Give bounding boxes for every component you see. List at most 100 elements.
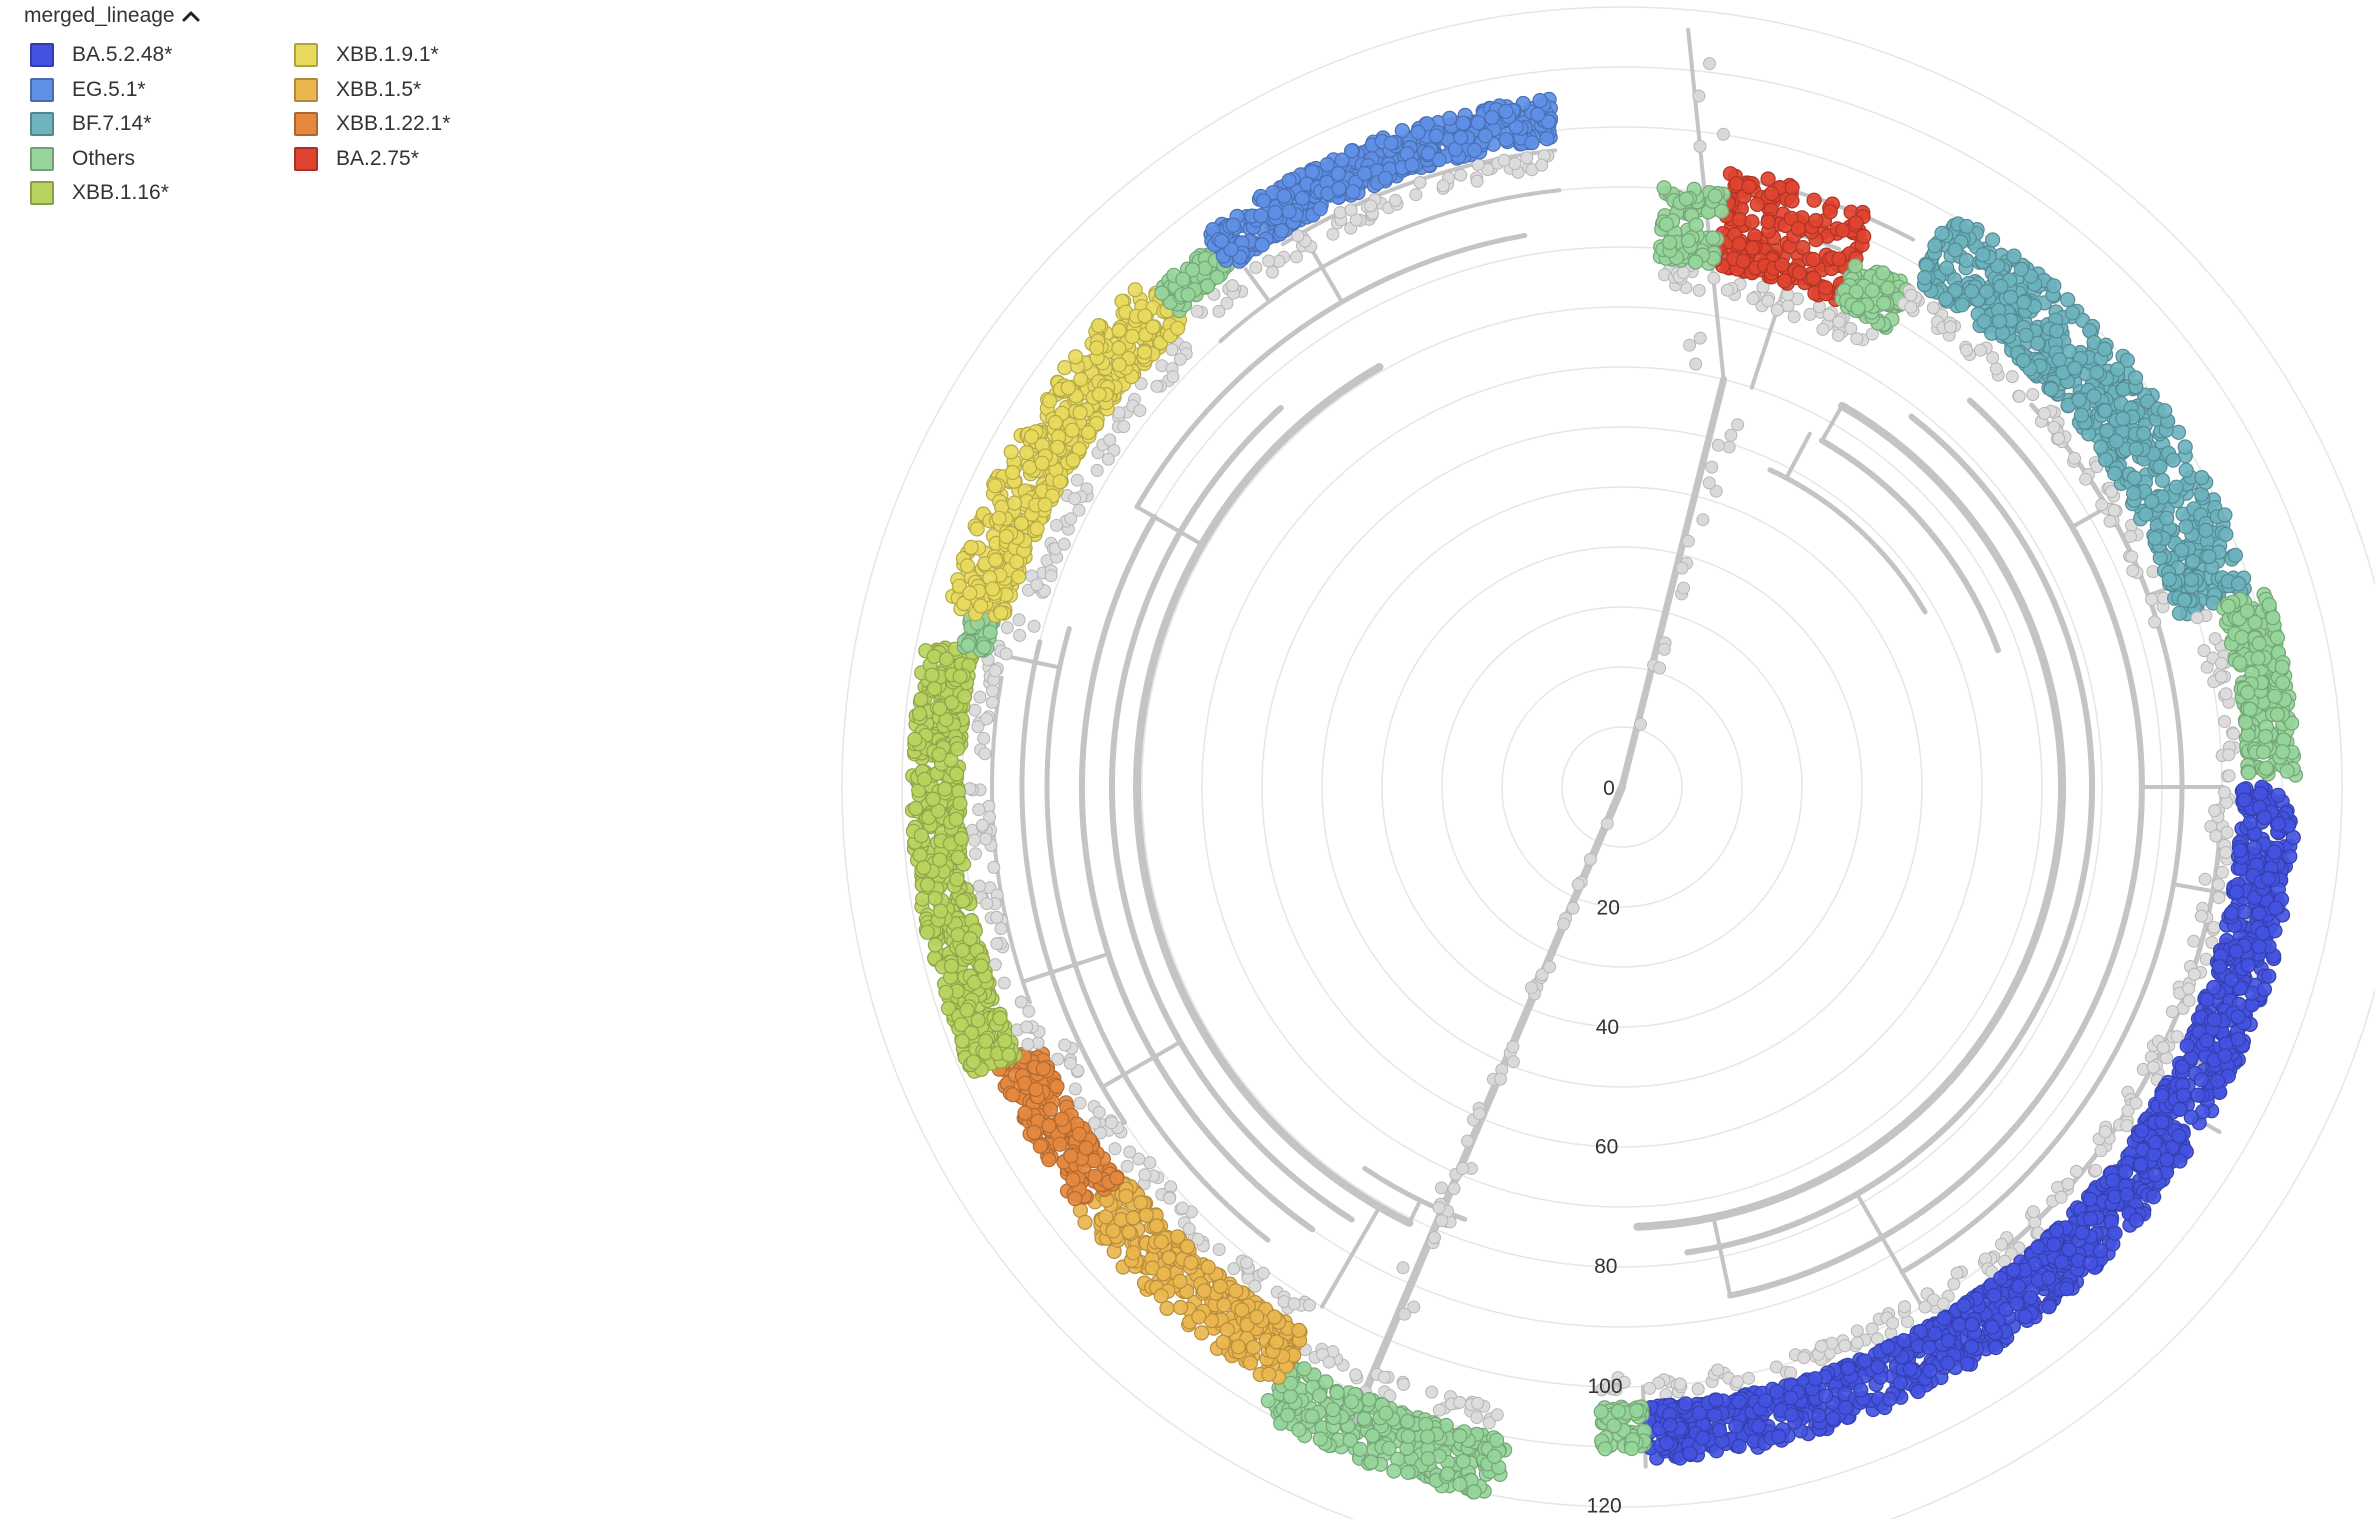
leaf-node xyxy=(1400,1428,1416,1445)
leaf-node xyxy=(1049,439,1066,455)
leaf-node xyxy=(926,680,943,697)
leaf-node xyxy=(1477,128,1493,144)
internal-node xyxy=(1886,1316,1900,1330)
leaf-node xyxy=(1153,1288,1169,1304)
legend-item[interactable]: XBB.1.9.1* xyxy=(294,38,450,73)
chevron-up-icon[interactable] xyxy=(181,8,201,24)
legend-item[interactable]: EG.5.1* xyxy=(30,73,172,108)
legend-label: XBB.1.9.1* xyxy=(336,43,439,67)
legend-item[interactable]: XBB.1.16* xyxy=(30,176,172,211)
internal-node xyxy=(1349,1368,1363,1382)
leaf-node xyxy=(1728,176,1745,192)
internal-node xyxy=(2005,370,2019,384)
leaf-node xyxy=(2030,1239,2046,1255)
internal-node xyxy=(1302,1298,1316,1312)
internal-node xyxy=(1543,960,1557,974)
leaf-node xyxy=(2118,1164,2134,1180)
legend-swatch xyxy=(30,43,54,68)
legend-label: BA.5.2.48* xyxy=(72,43,173,67)
internal-node xyxy=(975,818,989,832)
leaf-node xyxy=(1032,1138,1048,1154)
leaf-node xyxy=(1172,1273,1188,1290)
internal-node xyxy=(990,937,1004,951)
leaf-node xyxy=(2260,870,2276,887)
leaf-node xyxy=(1363,1454,1379,1470)
legend-item[interactable]: XBB.1.5* xyxy=(294,73,450,108)
legend-item[interactable]: Others xyxy=(30,142,172,177)
leaf-node xyxy=(2147,1134,2163,1151)
legend-item[interactable]: BF.7.14* xyxy=(30,107,172,142)
leaf-node xyxy=(1707,1407,1723,1423)
tree-branch-arc xyxy=(1079,514,1316,1233)
legend-item[interactable]: BA.2.75* xyxy=(294,142,450,177)
internal-node xyxy=(1904,288,1918,302)
internal-node xyxy=(2070,1164,2083,1178)
internal-node xyxy=(1090,463,1104,477)
leaf-node xyxy=(932,903,949,919)
internal-node xyxy=(1248,1279,1262,1293)
internal-node xyxy=(1850,332,1864,346)
legend-swatch xyxy=(30,181,54,206)
leaf-node xyxy=(970,1012,986,1028)
internal-node xyxy=(1212,1243,1226,1256)
internal-node xyxy=(1461,1134,1474,1148)
leaf-node xyxy=(1728,1418,1744,1435)
internal-node xyxy=(1072,503,1086,517)
tree-branch-arc xyxy=(1684,413,2096,1256)
internal-node xyxy=(1600,817,1614,831)
leaf-node xyxy=(2223,972,2239,988)
leaf-node xyxy=(965,1054,982,1070)
internal-node xyxy=(1681,534,1695,548)
leaf-node xyxy=(1156,1266,1172,1282)
internal-node xyxy=(1165,343,1179,357)
leaf-node xyxy=(1245,1339,1261,1355)
legend-item[interactable]: BA.5.2.48* xyxy=(30,38,172,73)
leaf-node xyxy=(954,1033,970,1049)
leaf-node xyxy=(1731,1438,1747,1455)
leaf-node xyxy=(1593,1404,1609,1420)
leaf-node xyxy=(2242,814,2258,831)
leaf-node xyxy=(926,648,942,665)
internal-node xyxy=(2012,389,2026,403)
leaf-node xyxy=(1658,1435,1675,1451)
leaf-node xyxy=(1191,1309,1207,1325)
internal-node xyxy=(1182,1222,1196,1236)
leaf-node xyxy=(1169,320,1186,336)
leaf-node xyxy=(959,558,976,574)
leaf-node xyxy=(1757,1393,1774,1409)
legend-item[interactable]: XBB.1.22.1* xyxy=(294,107,450,142)
leaf-node xyxy=(969,521,985,537)
leaf-node xyxy=(938,651,955,667)
leaf-node xyxy=(2006,1262,2022,1278)
leaf-node xyxy=(1179,1238,1196,1255)
internal-node xyxy=(1287,1297,1301,1311)
internal-node xyxy=(1012,613,1026,627)
leaf-node xyxy=(2082,1255,2098,1271)
legend-header[interactable]: merged_lineage xyxy=(24,4,201,28)
grid-circle xyxy=(1501,666,1743,908)
leaf-node xyxy=(1276,188,1292,204)
internal-node xyxy=(1490,1408,1504,1422)
internal-node xyxy=(968,703,982,717)
internal-node xyxy=(1814,1339,1828,1353)
internal-node xyxy=(1133,404,1147,418)
leaf-node xyxy=(1455,1453,1471,1469)
leaf-node xyxy=(1006,495,1023,511)
internal-node xyxy=(1918,1300,1932,1314)
legend-label: XBB.1.5* xyxy=(336,77,422,101)
internal-node xyxy=(1944,320,1957,334)
leaf-node xyxy=(959,1002,975,1018)
internal-node xyxy=(1494,1072,1507,1086)
trunk-lower xyxy=(1348,783,1626,1427)
leaf-node xyxy=(2199,1033,2215,1049)
leaf-node xyxy=(1763,185,1780,202)
leaf-node xyxy=(1273,223,1290,239)
leaf-node xyxy=(1154,285,1170,301)
internal-node xyxy=(1101,452,1115,466)
tree-branch-arc xyxy=(1727,397,2145,1299)
leaf-node xyxy=(2230,1031,2246,1047)
internal-node xyxy=(1761,294,1775,308)
tree-branch-radial xyxy=(1784,431,1812,480)
internal-node xyxy=(1936,1297,1950,1311)
